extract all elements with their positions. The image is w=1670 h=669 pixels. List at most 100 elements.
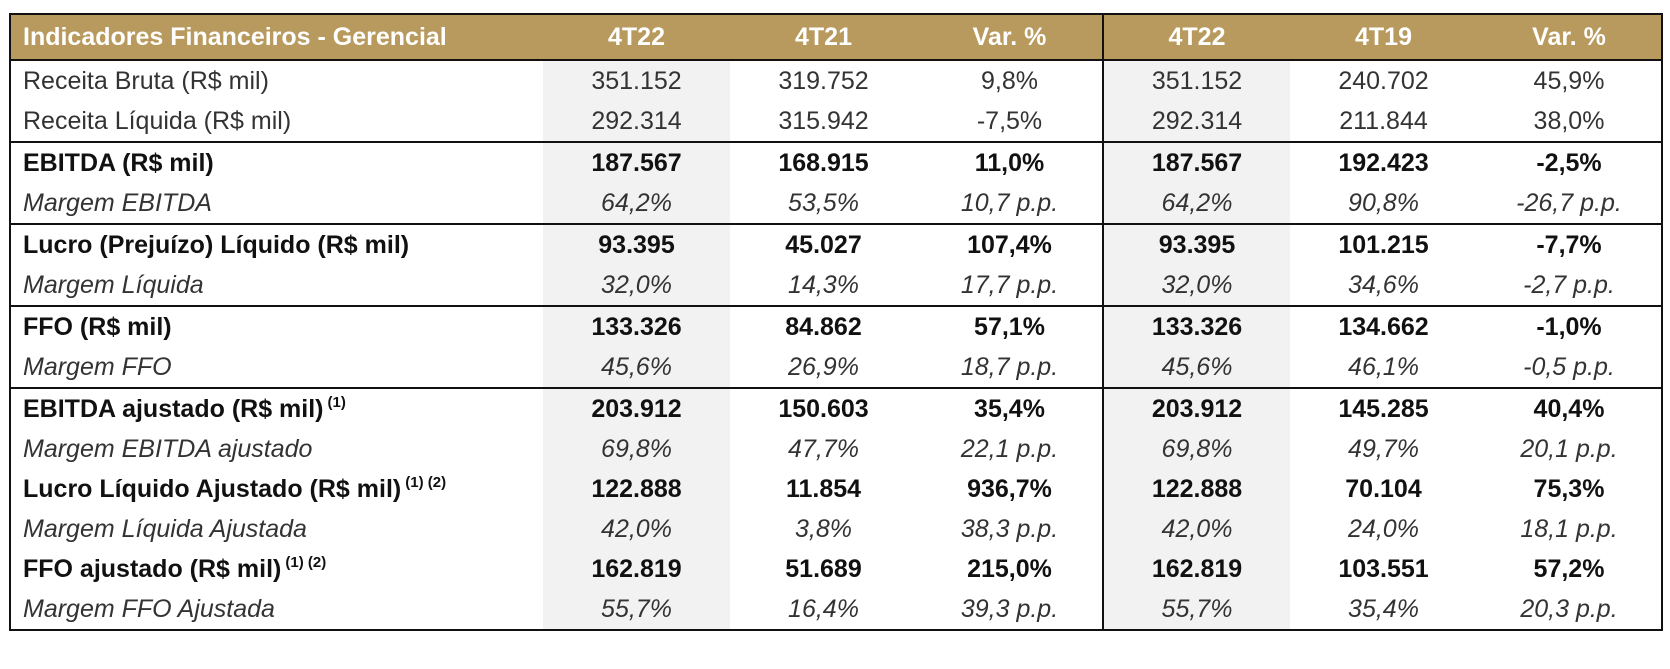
cell-value: 351.152 (543, 60, 730, 101)
table-row: Margem FFO 45,6% 26,9% 18,7 p.p. 45,6% 4… (9, 347, 1663, 388)
cell-value: 75,3% (1477, 469, 1663, 509)
row-label: Margem EBITDA (9, 183, 543, 224)
row-label: FFO ajustado (R$ mil) (1) (2) (9, 549, 543, 589)
cell-value: 101.215 (1290, 223, 1477, 265)
cell-value: 64,2% (1102, 183, 1290, 224)
cell-value: 134.662 (1290, 305, 1477, 347)
cell-value: 162.819 (1102, 549, 1290, 589)
cell-value: 18,1 p.p. (1477, 509, 1663, 549)
column-header-4t19: 4T19 (1290, 13, 1477, 61)
financial-indicators-table: Indicadores Financeiros - Gerencial 4T22… (9, 13, 1663, 631)
cell-value: 70.104 (1345, 474, 1422, 503)
cell-value: 38,3 p.p. (960, 514, 1059, 543)
cell-value: 46,1% (1348, 352, 1419, 381)
cell-value: 26,9% (788, 352, 859, 381)
cell-value: 14,3% (788, 270, 859, 299)
cell-value: 49,7% (1348, 434, 1419, 463)
table-row: Margem FFO Ajustada 55,7% 16,4% 39,3 p.p… (9, 589, 1663, 631)
cell-value: 11.854 (785, 474, 862, 503)
column-header-4t21: 4T21 (730, 13, 917, 61)
column-header-var: Var. % (917, 13, 1103, 61)
table-row: Receita Líquida (R$ mil) 292.314 315.942… (9, 101, 1663, 142)
cell-value: 351.152 (1102, 60, 1290, 101)
row-label: Margem Líquida (9, 265, 543, 306)
cell-value: 315.942 (778, 106, 869, 135)
table-row: FFO (R$ mil) 133.326 84.862 57,1% 133.32… (9, 305, 1663, 347)
table-row: Receita Bruta (R$ mil) 351.152 319.752 9… (9, 60, 1663, 101)
column-header-4t22-b: 4T22 (1102, 13, 1290, 61)
cell-value: 203.912 (543, 387, 730, 429)
cell-value: 211.844 (1339, 106, 1428, 135)
row-label: EBITDA ajustado (R$ mil) (1) (9, 387, 543, 429)
row-label-text: EBITDA ajustado (R$ mil) (23, 394, 324, 423)
row-label: Lucro (Prejuízo) Líquido (R$ mil) (9, 223, 543, 265)
table-row: EBITDA (R$ mil) 187.567 168.915 11,0% 18… (9, 141, 1663, 183)
row-label: Receita Bruta (R$ mil) (9, 60, 543, 101)
cell-value: 10,7 p.p. (960, 188, 1059, 217)
cell-value: 133.326 (1102, 305, 1290, 347)
footnote-marker: (1) (2) (405, 474, 447, 492)
table-header-row: Indicadores Financeiros - Gerencial 4T22… (9, 13, 1663, 61)
cell-value: 17,7 p.p. (960, 270, 1059, 299)
cell-value: 3,8% (795, 514, 852, 543)
row-label-text: FFO ajustado (R$ mil) (23, 554, 282, 583)
cell-value: 34,6% (1348, 270, 1419, 299)
cell-value: 292.314 (543, 101, 730, 142)
cell-value: 93.395 (1102, 223, 1290, 265)
cell-value: 16,4% (730, 589, 917, 631)
table-row: Margem EBITDA 64,2% 53,5% 10,7 p.p. 64,2… (9, 183, 1663, 224)
cell-value: 162.819 (543, 549, 730, 589)
table-title: Indicadores Financeiros - Gerencial (9, 13, 543, 61)
row-label: Lucro Líquido Ajustado (R$ mil) (1) (2) (9, 469, 543, 509)
cell-value: 11,0% (917, 141, 1103, 183)
cell-value: -26,7 p.p. (1477, 183, 1663, 224)
table-row: Margem Líquida Ajustada 42,0% 3,8% 38,3 … (9, 509, 1663, 549)
cell-value: 40,4% (1477, 387, 1663, 429)
cell-value: -7,5% (976, 106, 1043, 135)
row-label: EBITDA (R$ mil) (9, 141, 543, 183)
cell-value: 69,8% (1102, 429, 1290, 469)
row-label: Receita Líquida (R$ mil) (9, 101, 543, 142)
table-row: Lucro Líquido Ajustado (R$ mil) (1) (2) 1… (9, 469, 1663, 509)
cell-value: 35,4% (917, 387, 1103, 429)
row-label: Margem FFO (9, 347, 543, 388)
cell-value: 55,7% (543, 589, 730, 631)
table-row: FFO ajustado (R$ mil) (1) (2) 162.819 51.… (9, 549, 1663, 589)
column-header-var-b: Var. % (1477, 13, 1663, 61)
cell-value: 84.862 (730, 305, 917, 347)
cell-value: 45,9% (1477, 60, 1663, 101)
cell-value: 55,7% (1102, 589, 1290, 631)
cell-value: 47,7% (788, 434, 859, 463)
cell-value: 93.395 (543, 223, 730, 265)
cell-value: 32,0% (543, 265, 730, 306)
cell-value: 35,4% (1290, 589, 1477, 631)
cell-value: 39,3 p.p. (917, 589, 1103, 631)
cell-value: 32,0% (1102, 265, 1290, 306)
cell-value: 18,7 p.p. (960, 352, 1059, 381)
cell-value: 45,6% (1102, 347, 1290, 388)
cell-value: 145.285 (1290, 387, 1477, 429)
cell-value: 192.423 (1290, 141, 1477, 183)
row-label: FFO (R$ mil) (9, 305, 543, 347)
table-row: Lucro (Prejuízo) Líquido (R$ mil) 93.395… (9, 223, 1663, 265)
cell-value: -2,5% (1477, 141, 1663, 183)
cell-value: 168.915 (730, 141, 917, 183)
cell-value: 45,6% (543, 347, 730, 388)
cell-value: 42,0% (1102, 509, 1290, 549)
cell-value: 22,1 p.p. (960, 434, 1059, 463)
column-header-4t22: 4T22 (543, 13, 730, 61)
table-row: Margem Líquida 32,0% 14,3% 17,7 p.p. 32,… (9, 265, 1663, 306)
cell-value: 57,2% (1477, 549, 1663, 589)
cell-value: 103.551 (1338, 554, 1429, 583)
cell-value: 240.702 (1338, 66, 1429, 95)
table-row: Margem EBITDA ajustado 69,8% 47,7% 22,1 … (9, 429, 1663, 469)
cell-value: 9,8% (981, 66, 1038, 95)
row-label: Margem EBITDA ajustado (9, 429, 543, 469)
cell-value: -7,7% (1477, 223, 1663, 265)
row-label: Margem FFO Ajustada (9, 589, 543, 631)
cell-value: 215,0% (967, 554, 1052, 583)
cell-value: 107,4% (917, 223, 1103, 265)
cell-value: 53,5% (788, 188, 859, 217)
cell-value: 133.326 (543, 305, 730, 347)
footnote-marker: (1) (327, 394, 346, 412)
